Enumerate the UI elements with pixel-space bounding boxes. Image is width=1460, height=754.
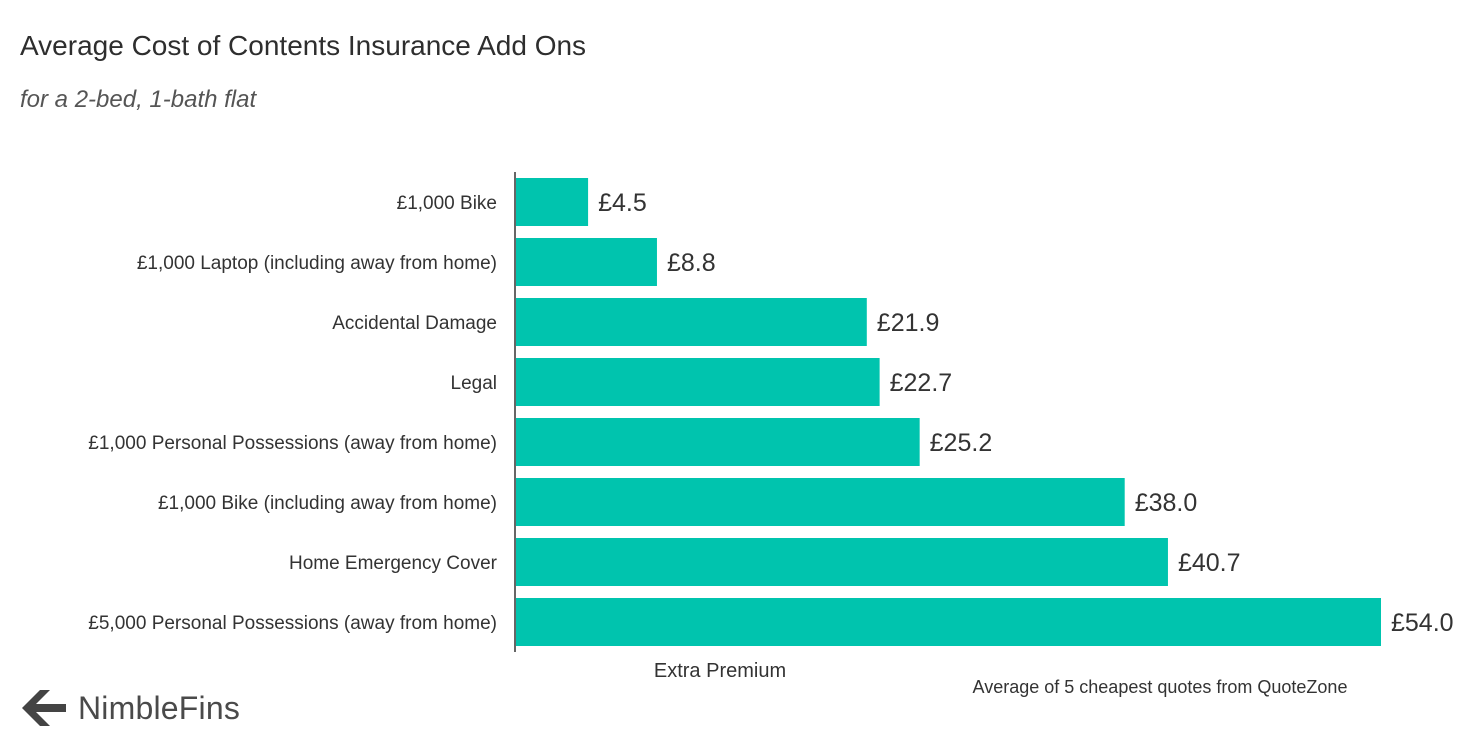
chart-subtitle: for a 2-bed, 1-bath flat xyxy=(20,86,257,113)
bar-value-label: £4.5 xyxy=(598,189,647,217)
category-tick-label: £5,000 Personal Possessions (away from h… xyxy=(88,613,497,634)
bar-value-label: £54.0 xyxy=(1391,609,1454,637)
chart-title: Average Cost of Contents Insurance Add O… xyxy=(20,30,587,61)
bar-value-label: £40.7 xyxy=(1178,549,1241,577)
bar-value-label: £21.9 xyxy=(877,309,940,337)
bar xyxy=(516,238,657,286)
bar xyxy=(516,598,1381,646)
bar-value-label: £38.0 xyxy=(1135,489,1198,517)
category-tick-label: £1,000 Laptop (including away from home) xyxy=(137,253,497,274)
bar xyxy=(516,538,1168,586)
bar xyxy=(516,298,867,346)
source-note: Average of 5 cheapest quotes from QuoteZ… xyxy=(972,677,1348,697)
bar-value-label: £25.2 xyxy=(930,429,993,457)
nimblefins-arrow-logo-icon xyxy=(22,690,66,726)
category-tick-label: Home Emergency Cover xyxy=(289,553,498,574)
bar xyxy=(516,478,1125,526)
category-tick-label: £1,000 Personal Possessions (away from h… xyxy=(88,433,497,454)
category-tick-label: £1,000 Bike (including away from home) xyxy=(158,493,497,514)
bar xyxy=(516,418,920,466)
bar-value-label: £22.7 xyxy=(890,369,953,397)
category-tick-label: Legal xyxy=(451,373,498,394)
category-tick-label: £1,000 Bike xyxy=(397,193,497,214)
brand-name: NimbleFins xyxy=(78,689,241,726)
bar xyxy=(516,178,589,226)
category-tick-label: Accidental Damage xyxy=(332,313,497,334)
x-axis-label: Extra Premium xyxy=(653,660,787,682)
bar-value-label: £8.8 xyxy=(667,249,716,277)
bar xyxy=(516,358,880,406)
brand-logo: NimbleFins xyxy=(20,688,240,728)
